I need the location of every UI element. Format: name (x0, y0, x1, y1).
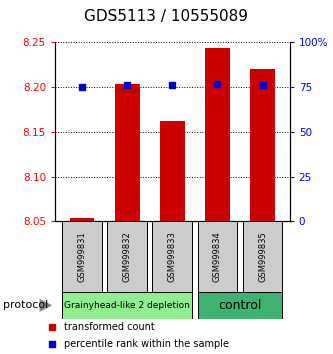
Bar (107, 221, 147, 292)
Bar (62, 221, 102, 292)
Text: GSM999832: GSM999832 (123, 231, 132, 282)
Text: GSM999833: GSM999833 (168, 231, 177, 282)
Bar (62, 292, 192, 319)
Text: control: control (218, 299, 262, 312)
Bar (243, 221, 282, 292)
Text: GDS5113 / 10555089: GDS5113 / 10555089 (85, 9, 248, 24)
Text: transformed count: transformed count (64, 322, 155, 332)
Polygon shape (40, 299, 52, 312)
Bar (250, 69, 275, 221)
Text: GSM999835: GSM999835 (258, 231, 267, 282)
Text: percentile rank within the sample: percentile rank within the sample (64, 339, 229, 349)
Text: GSM999834: GSM999834 (213, 231, 222, 282)
Text: GSM999831: GSM999831 (78, 231, 87, 282)
Bar (197, 221, 237, 292)
Bar (205, 48, 230, 221)
Text: protocol: protocol (3, 300, 49, 310)
Bar (70, 218, 95, 221)
Text: Grainyhead-like 2 depletion: Grainyhead-like 2 depletion (64, 301, 190, 310)
Bar (115, 84, 140, 221)
Bar (197, 292, 282, 319)
Bar (153, 221, 192, 292)
Bar (160, 121, 185, 221)
